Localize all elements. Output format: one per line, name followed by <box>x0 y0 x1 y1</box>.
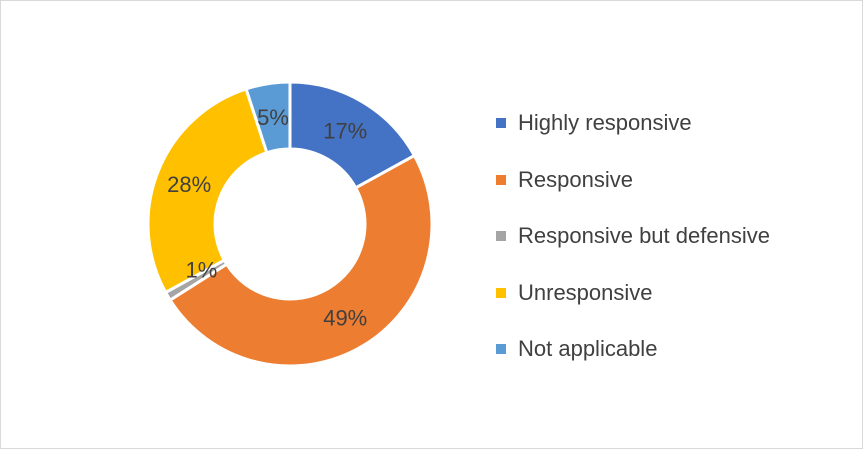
legend-item-unresponsive: Unresponsive <box>496 274 836 331</box>
legend-swatch-responsive-but-defensive <box>496 231 506 241</box>
legend-item-not-applicable: Not applicable <box>496 330 836 387</box>
slice-label-responsive: 49% <box>323 305 367 330</box>
legend-item-responsive-but-defensive: Responsive but defensive <box>496 217 836 274</box>
legend-label-highly-responsive: Highly responsive <box>518 110 692 135</box>
legend-swatch-unresponsive <box>496 287 506 298</box>
legend-label-not-applicable: Not applicable <box>518 336 658 361</box>
legend-label-unresponsive: Unresponsive <box>518 279 653 305</box>
slice-not-applicable <box>244 80 292 155</box>
legend-label-responsive: Responsive <box>518 166 633 192</box>
doughnut-slices <box>146 80 434 368</box>
slice-label-highly-responsive: 17% <box>323 119 367 144</box>
legend-swatch-responsive <box>496 174 506 185</box>
slice-unresponsive <box>146 87 269 295</box>
slice-label-not-applicable: 5% <box>257 105 289 130</box>
legend-item-highly-responsive: Highly responsive <box>496 104 836 161</box>
slice-responsive <box>168 153 434 368</box>
slice-label-responsive-but-defensive: 1% <box>185 257 217 282</box>
slice-labels: 17% 49% 1% 28% 5% <box>167 105 367 331</box>
legend-item-responsive: Responsive <box>496 161 836 218</box>
legend-label-responsive-but-defensive: Responsive but defensive <box>518 223 770 248</box>
legend: Highly responsive Responsive Responsive … <box>496 104 836 387</box>
slice-label-unresponsive: 28% <box>167 172 211 197</box>
legend-swatch-not-applicable <box>496 344 506 354</box>
legend-swatch-highly-responsive <box>496 118 506 128</box>
